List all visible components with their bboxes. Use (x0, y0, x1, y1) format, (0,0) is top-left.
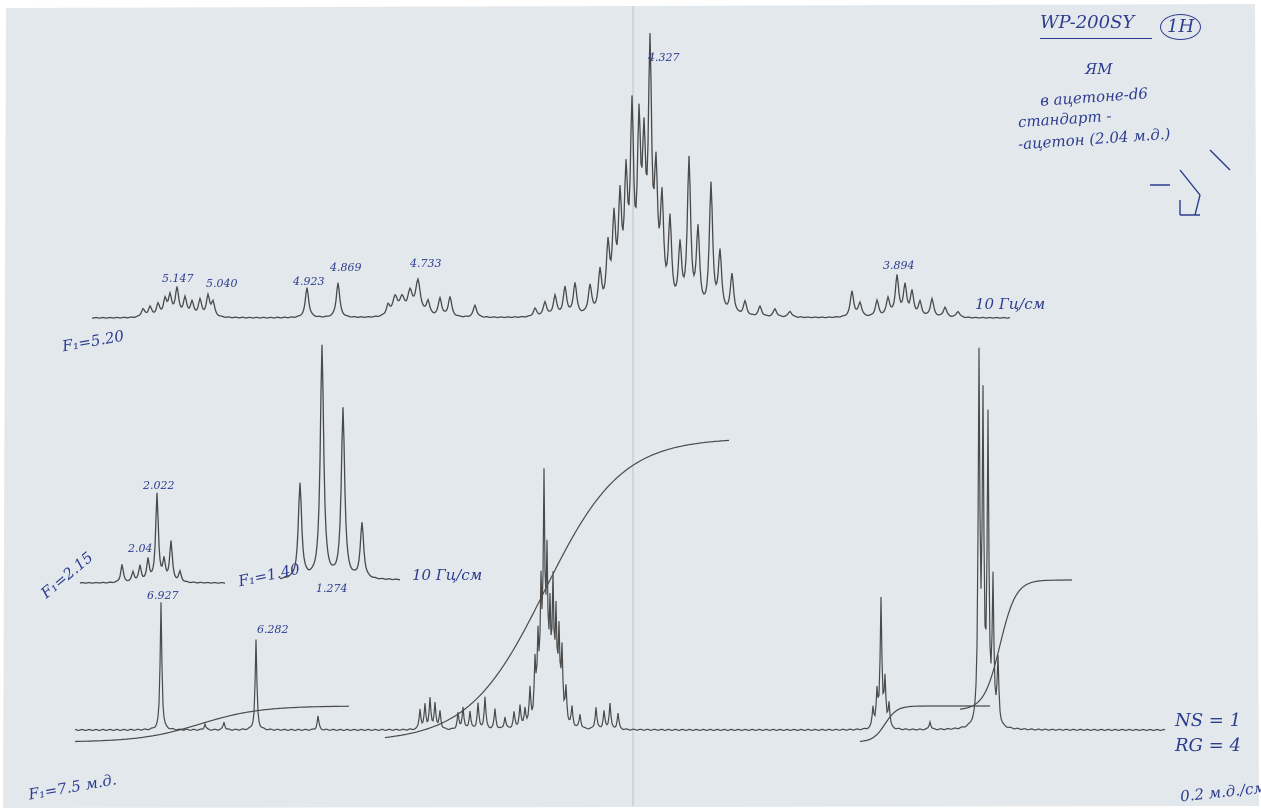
top-peak-label: 5.040 (206, 277, 238, 290)
structure-sketch (1150, 149, 1231, 216)
top-expansion-trace (92, 33, 1011, 319)
middle-peak-label: 2.04 (128, 542, 153, 555)
full-spectrum-trace (74, 347, 1166, 732)
integral-curve-right (959, 579, 1072, 710)
top-peak-label: 5.147 (162, 272, 194, 285)
nucleus-label: 1H (1160, 14, 1202, 40)
integral-curve-main (384, 439, 730, 739)
acquisition-scans: NS = 1 (1175, 710, 1242, 731)
integral-curve-aromatic (74, 705, 350, 743)
middle-expansion-trace-left (79, 492, 226, 584)
top-peak-label: 4.733 (410, 257, 442, 270)
method-label: ЯМ (1085, 60, 1113, 78)
sample-code-underline (1040, 38, 1152, 39)
full-peak-label: 6.282 (257, 623, 289, 636)
integral-curve-small (859, 705, 990, 743)
sample-code: WP-200SY (1040, 12, 1135, 33)
top-peak-label: 3.894 (883, 259, 915, 272)
top-peak-label: 4.923 (293, 275, 325, 288)
middle-expansion-trace-right (280, 344, 400, 581)
full-peak-label: 6.927 (147, 589, 179, 602)
top-peak-label: 4.869 (330, 261, 362, 274)
middle-peak-label: 1.274 (316, 582, 348, 595)
top-scale-label: 10 Гц/см (975, 295, 1046, 313)
middle-scale-label: 10 Гц/см (412, 566, 483, 584)
middle-peak-label: 2.022 (143, 479, 175, 492)
top-peak-label: 4.327 (648, 51, 680, 64)
acquisition-gain: RG = 4 (1175, 735, 1241, 756)
